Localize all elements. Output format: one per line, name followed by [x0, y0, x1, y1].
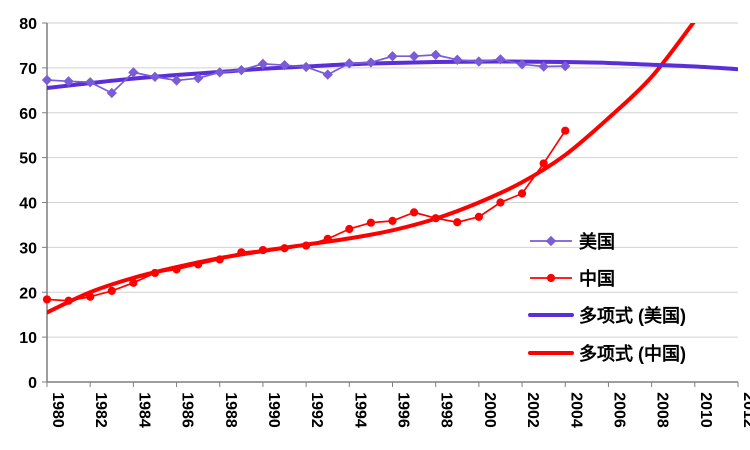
x-tick-label-2002: 2002 — [524, 392, 541, 428]
x-tick-label-2000: 2000 — [481, 392, 498, 428]
usa-polynomial-trend-line — [47, 59, 738, 91]
china-point-1980 — [42, 295, 52, 304]
china-point-1982 — [86, 292, 95, 301]
y-tick-label-20: 20 — [19, 285, 37, 302]
china-point-1989 — [237, 248, 246, 257]
usa-point-1987 — [192, 73, 204, 84]
china-point-1994 — [345, 224, 354, 234]
china-point-1986 — [172, 265, 181, 274]
usa-point-1998 — [430, 49, 441, 61]
x-tick-label-2004: 2004 — [567, 392, 584, 428]
y-tick-label-30: 30 — [19, 240, 37, 257]
x-tick-label-2010: 2010 — [697, 392, 714, 428]
y-tick-label-10: 10 — [19, 330, 37, 347]
series-layer — [41, 23, 738, 315]
china-point-1997 — [409, 208, 419, 217]
usa-point-1982 — [85, 77, 96, 88]
y-tick-label-0: 0 — [28, 375, 37, 392]
y-tick-label-40: 40 — [19, 196, 37, 213]
usa-point-1990 — [257, 58, 269, 70]
usa-point-2001 — [495, 54, 506, 65]
china-point-1998 — [431, 214, 440, 223]
china-point-1983 — [107, 286, 116, 296]
usa-point-1981 — [63, 76, 74, 87]
usa-point-1997 — [408, 51, 420, 62]
grid-layer — [47, 22, 738, 383]
usa-point-2003 — [538, 61, 549, 72]
usa-point-1999 — [452, 54, 463, 65]
usa-point-1995 — [365, 57, 377, 68]
china-point-1990 — [258, 245, 268, 255]
usa-point-1992 — [300, 61, 312, 73]
usa-point-1996 — [387, 51, 398, 62]
usa-point-1980 — [41, 74, 53, 86]
usa-point-1989 — [236, 64, 247, 76]
china-point-1996 — [388, 216, 397, 225]
y-tick-label-70: 70 — [19, 61, 37, 78]
x-tick-label-2008: 2008 — [654, 392, 671, 428]
x-tick-label-1982: 1982 — [92, 392, 109, 428]
china-line — [47, 130, 566, 302]
usa-series — [41, 49, 571, 99]
usa-polynomial-trend-series — [47, 59, 738, 91]
legend-marker-china — [546, 273, 556, 283]
x-tick-label-2006: 2006 — [610, 392, 627, 428]
x-tick-label-1990: 1990 — [265, 392, 282, 428]
x-tick-label-1988: 1988 — [222, 392, 239, 428]
china-point-1985 — [150, 268, 160, 278]
legend-marker-usa — [545, 235, 557, 247]
china-point-1981 — [64, 296, 73, 305]
china-point-2003 — [539, 159, 548, 168]
legend-item-usa-polynomial-trend: 多项式 (美国) — [528, 305, 686, 326]
legend-item-china-polynomial-trend: 多项式 (中国) — [528, 343, 686, 364]
china-point-2004 — [561, 126, 570, 135]
legend-label-usa: 美国 — [579, 231, 615, 252]
china-point-2001 — [496, 198, 505, 207]
china-point-1987 — [194, 260, 203, 269]
china-point-1988 — [215, 255, 224, 264]
usa-point-1985 — [149, 71, 161, 83]
china-point-2002 — [517, 189, 527, 198]
usa-point-1988 — [214, 67, 225, 78]
y-tick-label-80: 80 — [19, 16, 37, 33]
china-point-2000 — [474, 212, 483, 221]
legend-label-china: 中国 — [579, 268, 615, 289]
usa-point-1994 — [344, 58, 355, 69]
legend-item-china: 中国 — [530, 268, 615, 289]
usa-point-2004 — [560, 60, 571, 72]
china-point-1992 — [302, 241, 311, 250]
usa-point-1986 — [171, 75, 182, 86]
usa-point-2002 — [516, 59, 528, 70]
china-point-1995 — [366, 218, 376, 227]
x-tick-label-1984: 1984 — [135, 392, 152, 428]
y-tick-label-50: 50 — [19, 151, 37, 168]
usa-point-1983 — [106, 87, 117, 99]
legend-label-china-polynomial-trend: 多项式 (中国) — [579, 343, 686, 364]
china-series — [42, 126, 570, 305]
usa-point-2000 — [473, 56, 485, 67]
china-point-1991 — [280, 244, 289, 253]
usa-point-1984 — [128, 67, 139, 78]
usa-point-1991 — [279, 60, 290, 71]
usa-line — [47, 54, 566, 94]
axis-layer: 0 10 20 30 40 50 60 70 80 1980 1982 1984 1986 1988 199… — [19, 16, 750, 428]
x-tick-label-1996: 1996 — [395, 392, 412, 428]
x-tick-label-1980: 1980 — [49, 392, 66, 428]
x-tick-label-1992: 1992 — [308, 392, 325, 428]
china-point-1984 — [129, 278, 138, 287]
x-tick-label-2012: 2012 — [740, 392, 750, 428]
legend-item-usa: 美国 — [530, 231, 615, 252]
china-point-1993 — [323, 234, 332, 243]
legend-label-usa-polynomial-trend: 多项式 (美国) — [579, 305, 686, 326]
y-tick-label-60: 60 — [19, 106, 37, 123]
china-point-1999 — [453, 218, 462, 227]
x-tick-label-1986: 1986 — [179, 392, 196, 428]
x-tick-label-1998: 1998 — [438, 392, 455, 428]
usa-point-1993 — [322, 69, 333, 80]
x-tick-label-1994: 1994 — [351, 392, 368, 428]
